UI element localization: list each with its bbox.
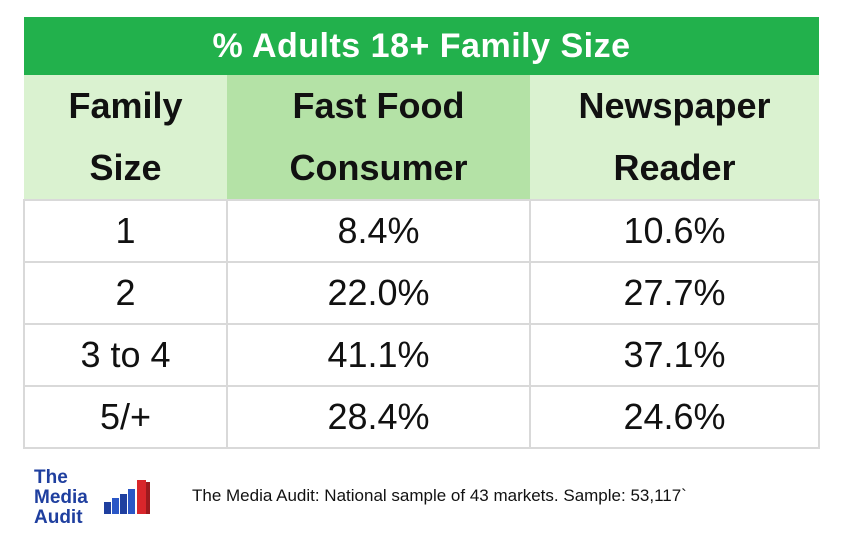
column-header-line: Consumer [289,147,468,188]
logo-word: Media [34,487,88,508]
table-cell: 3 to 4 [23,323,228,387]
table-cell: 1 [23,199,228,263]
table-row: 1 8.4% 10.6% [23,199,821,263]
table-title: % Adults 18+ Family Size [24,17,820,75]
column-header-line: Family [68,85,183,126]
media-audit-logo: The Media Audit [34,466,164,528]
table-row: 5/+ 28.4% 24.6% [23,385,821,449]
column-header-fast-food: Fast Food Consumer [227,75,530,200]
column-header-line: Size [89,147,162,188]
table-cell: 2 [23,261,228,325]
table-cell: 8.4% [226,199,531,263]
table-cell: 37.1% [528,323,821,387]
table-cell: 27.7% [528,261,821,325]
footer: The Media Audit The Media Audit: Nationa… [0,460,850,538]
table-row: 2 22.0% 27.7% [23,261,821,325]
data-table: % Adults 18+ Family Size Family Size Fas… [23,17,821,449]
table-cell: 41.1% [226,323,531,387]
logo-word: Audit [34,507,83,528]
column-header-newspaper: Newspaper Reader [530,75,820,200]
table-cell: 5/+ [23,385,228,449]
column-header-line: Newspaper [578,85,771,126]
source-note: The Media Audit: National sample of 43 m… [192,486,687,505]
logo-word: The [34,467,68,488]
table-cell: 10.6% [528,199,821,263]
table-cell: 24.6% [528,385,821,449]
column-header-line: Reader [613,147,736,188]
column-header-family-size: Family Size [24,75,227,200]
table-cell: 28.4% [226,385,531,449]
bar-chart-logo-icon [104,480,150,514]
column-header-line: Fast Food [292,85,465,126]
table-cell: 22.0% [226,261,531,325]
table-row: 3 to 4 41.1% 37.1% [23,323,821,387]
